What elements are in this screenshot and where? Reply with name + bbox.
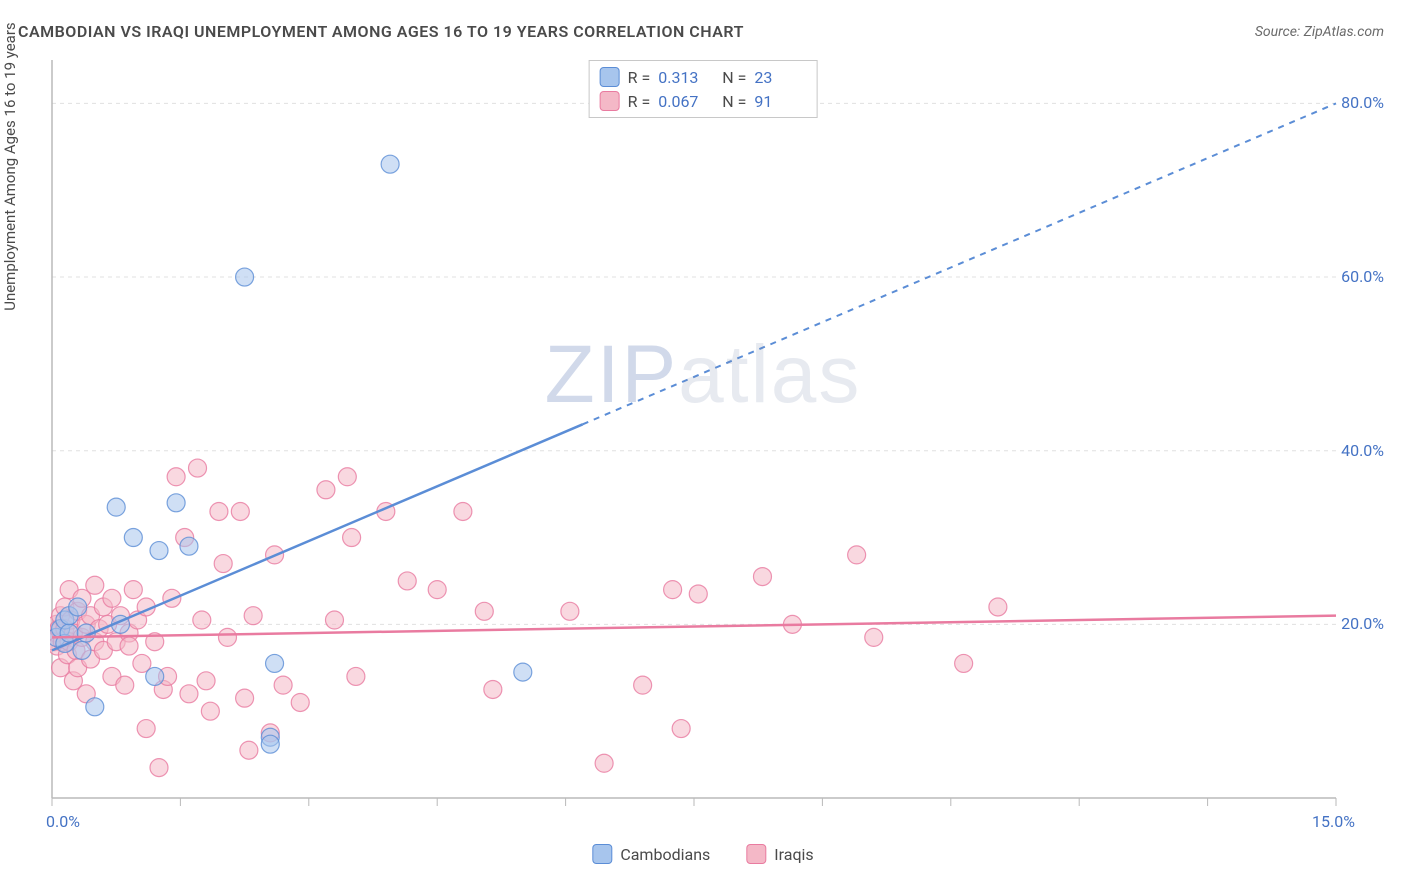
source-value: ZipAtlas.com — [1304, 24, 1384, 40]
r-value-iraqis: 0.067 — [658, 92, 710, 111]
legend-label-cambodians: Cambodians — [620, 845, 710, 864]
series-legend: Cambodians Iraqis — [592, 844, 813, 864]
n-label: N = — [718, 92, 746, 111]
y-tick-label: 40.0% — [1341, 441, 1384, 460]
x-tick-label: 0.0% — [46, 812, 80, 831]
legend-label-iraqis: Iraqis — [774, 845, 813, 864]
stats-row-iraqis: R = 0.067 N = 91 — [600, 89, 807, 113]
y-tick-label: 60.0% — [1341, 267, 1384, 286]
swatch-iraqis — [600, 91, 620, 111]
swatch-cambodians — [600, 67, 620, 87]
plot-area — [50, 58, 1386, 828]
source-attribution: Source: ZipAtlas.com — [1255, 24, 1384, 40]
y-tick-label: 20.0% — [1341, 614, 1384, 633]
x-tick-label: 15.0% — [1312, 812, 1355, 831]
y-axis-label: Unemployment Among Ages 16 to 19 years — [1, 22, 19, 310]
stats-row-cambodians: R = 0.313 N = 23 — [600, 65, 807, 89]
stats-legend-box: R = 0.313 N = 23 R = 0.067 N = 91 — [589, 60, 818, 118]
chart-title: CAMBODIAN VS IRAQI UNEMPLOYMENT AMONG AG… — [18, 22, 744, 41]
legend-item-cambodians: Cambodians — [592, 844, 710, 864]
r-label: R = — [628, 68, 651, 87]
scatter-chart-svg — [50, 58, 1386, 828]
n-value-iraqis: 91 — [754, 92, 806, 111]
n-label: N = — [718, 68, 746, 87]
n-value-cambodians: 23 — [754, 68, 806, 87]
source-label: Source: — [1255, 24, 1300, 40]
legend-swatch-cambodians — [592, 844, 612, 864]
legend-item-iraqis: Iraqis — [746, 844, 813, 864]
legend-swatch-iraqis — [746, 844, 766, 864]
r-label: R = — [628, 92, 651, 111]
y-tick-label: 80.0% — [1341, 93, 1384, 112]
r-value-cambodians: 0.313 — [658, 68, 710, 87]
